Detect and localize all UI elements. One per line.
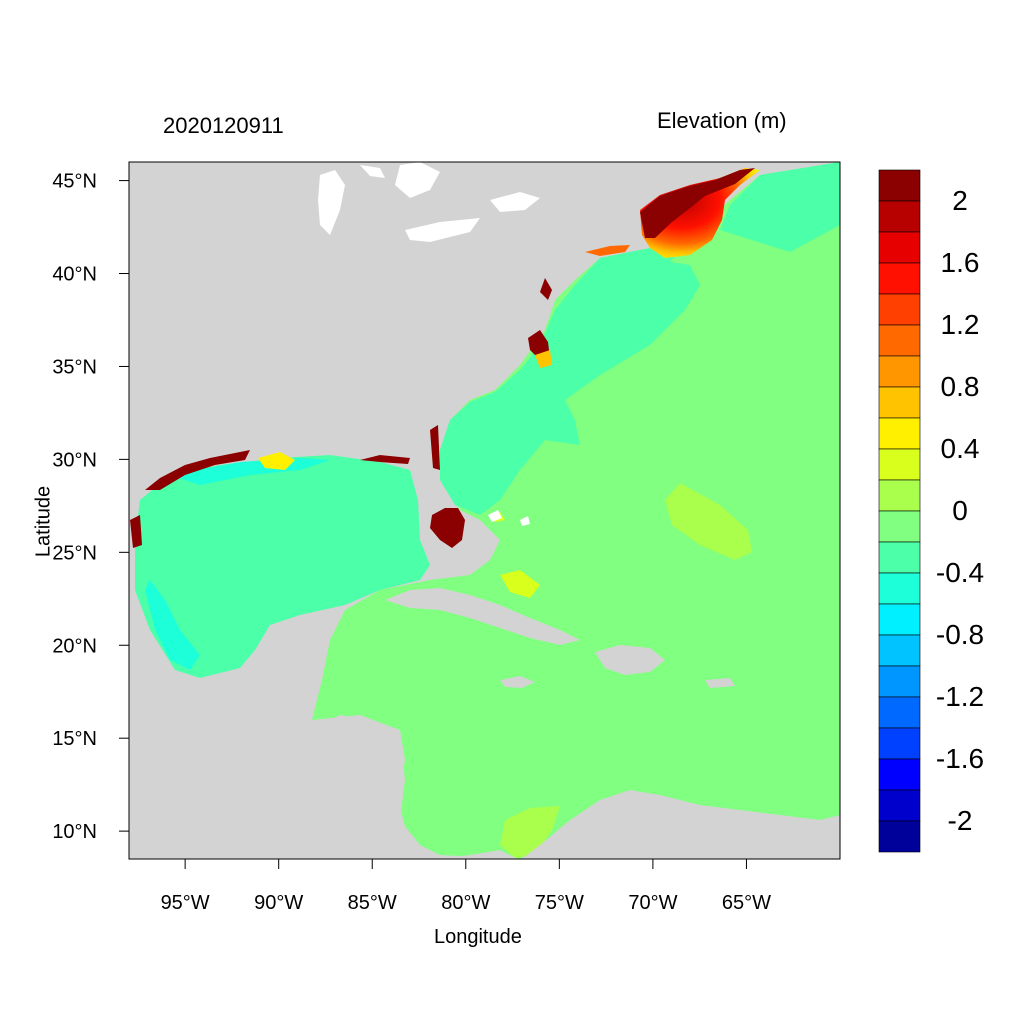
long-island-surge xyxy=(585,245,630,256)
y-tick-label: 35°N xyxy=(52,356,97,378)
y-tick-label: 20°N xyxy=(52,635,97,657)
legend-label: -1.6 xyxy=(936,743,984,774)
gulf-of-mexico xyxy=(135,455,430,678)
cuba-land xyxy=(385,588,580,645)
central-america-land xyxy=(129,715,429,859)
legend-swatch xyxy=(878,200,921,233)
bahamas-land xyxy=(488,510,530,526)
legend-swatch xyxy=(878,417,921,450)
legend-label: -0.8 xyxy=(936,619,984,650)
x-axis-ticks: 95°W 90°W 85°W 80°W 75°W 70°W 65°W xyxy=(161,859,771,914)
legend-swatch xyxy=(878,727,921,760)
legend-swatch xyxy=(878,262,921,295)
legend-label: 1.2 xyxy=(941,309,980,340)
great-lakes xyxy=(318,162,540,242)
positive-anomaly-patch xyxy=(665,483,752,560)
y-tick-label: 40°N xyxy=(52,264,97,286)
legend-swatch xyxy=(878,169,921,202)
variable-title: Elevation (m) xyxy=(657,108,787,133)
legend-label: 1.6 xyxy=(941,247,980,278)
plot-frame xyxy=(128,161,841,860)
legend-label: 0.8 xyxy=(941,371,980,402)
legend-label: -0.4 xyxy=(936,557,984,588)
legend-swatch xyxy=(878,510,921,543)
y-tick-label: 15°N xyxy=(52,728,97,750)
x-tick-label: 65°W xyxy=(722,892,771,914)
florida-surge xyxy=(430,508,465,548)
bahamas-patch xyxy=(490,512,540,598)
x-tick-label: 70°W xyxy=(628,892,677,914)
hispaniola-land xyxy=(595,645,665,675)
gulf-coast-surge xyxy=(130,450,410,548)
legend-swatch xyxy=(878,541,921,574)
legend-swatch xyxy=(878,665,921,698)
x-tick-label: 95°W xyxy=(161,892,210,914)
y-tick-label: 30°N xyxy=(52,449,97,471)
map-plot-area xyxy=(129,162,840,859)
legend-label: -2 xyxy=(948,805,973,836)
legend-swatch xyxy=(878,355,921,388)
legend-label: -1.2 xyxy=(936,681,984,712)
x-tick-label: 85°W xyxy=(348,892,397,914)
x-tick-label: 90°W xyxy=(254,892,303,914)
legend-swatch xyxy=(878,820,921,853)
x-tick-label: 80°W xyxy=(441,892,490,914)
south-caribbean-patch xyxy=(500,806,560,858)
legend-swatch xyxy=(878,293,921,326)
puerto-rico-land xyxy=(705,678,735,688)
legend-swatch xyxy=(878,758,921,791)
legend-swatch xyxy=(878,479,921,512)
northeast-surge xyxy=(640,168,760,258)
jamaica-land xyxy=(500,676,535,688)
legend-swatch xyxy=(878,448,921,481)
legend-label: 0.4 xyxy=(941,433,980,464)
northeast-surge-core xyxy=(640,168,755,238)
legend-label: 2 xyxy=(952,185,968,216)
y-tick-label: 25°N xyxy=(52,542,97,564)
legend-swatch xyxy=(878,386,921,419)
legend-swatch xyxy=(878,324,921,357)
legend-swatch xyxy=(878,696,921,729)
legend-swatch xyxy=(878,789,921,822)
y-tick-label: 45°N xyxy=(52,171,97,193)
x-axis-label: Longitude xyxy=(434,926,522,948)
legend-swatch xyxy=(878,634,921,667)
chesapeake-surge xyxy=(535,350,552,368)
legend-swatch xyxy=(878,603,921,636)
y-tick-label: 10°N xyxy=(52,821,97,843)
y-axis-ticks: 45°N 40°N 35°N 30°N 25°N 20°N 15°N 10°N xyxy=(52,171,129,843)
color-legend: 2 1.6 1.2 0.8 0.4 0 -0.4 -0.8 -1.2 -1.6 -2 xyxy=(878,169,984,853)
legend-swatch xyxy=(878,231,921,264)
x-tick-label: 75°W xyxy=(535,892,584,914)
mississippi-delta-surge xyxy=(258,452,295,470)
legend-swatch xyxy=(878,572,921,605)
south-america-land xyxy=(438,790,840,859)
atlantic-coastal-band xyxy=(440,162,840,515)
legend-label: 0 xyxy=(952,495,968,526)
date-title: 2020120911 xyxy=(163,113,284,138)
